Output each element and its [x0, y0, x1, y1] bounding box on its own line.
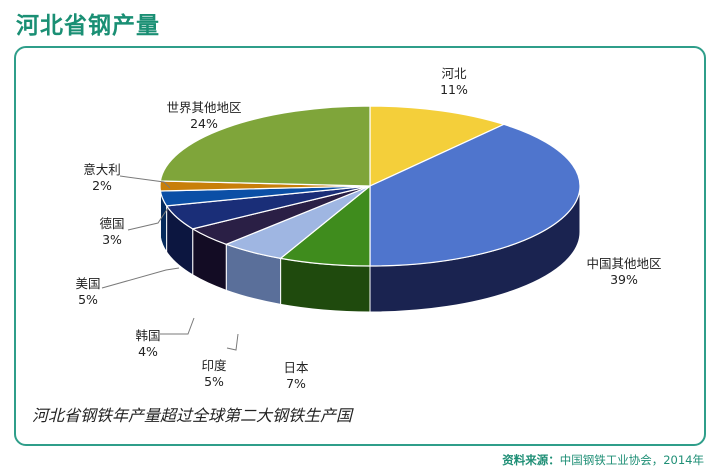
- source-label: 资料来源：: [502, 453, 560, 467]
- slice-5-leader-line: [160, 317, 195, 335]
- pie-tops: [159, 105, 581, 267]
- chart-caption: 河北省钢铁年产量超过全球第二大钢铁生产国: [32, 406, 353, 425]
- slice-2-name-label: 中国其他地区: [586, 256, 661, 271]
- slice-7-value-label: 3%: [102, 232, 122, 247]
- chart-frame: 河北 11% 中国其他地区 39% 日本 7% 印度 5% 韩国 4% 美国 5% 德国 3% 意大利 2% 世…: [14, 46, 706, 446]
- slice-4-value-label: 5%: [204, 374, 224, 389]
- slice-3-name-label: 日本: [283, 360, 309, 375]
- slice-2-top: [369, 123, 581, 267]
- pie-chart: 河北11%中国其他地区39%日本7%印度5%韩国4%美国5%德国3%意大利2%世…: [75, 66, 661, 391]
- slice-5-name-label: 韩国: [135, 328, 160, 343]
- slice-1-value-label: 11%: [440, 82, 468, 97]
- slice-4-name-label: 印度: [201, 358, 227, 373]
- slice-5-value-label: 4%: [138, 344, 158, 359]
- slice-8-leader-line: [119, 175, 171, 189]
- slice-7-leader-line: [127, 207, 169, 231]
- slice-9-value-label: 24%: [190, 116, 218, 131]
- slice-3-value-label: 7%: [286, 376, 306, 391]
- slice-8-name-label: 意大利: [83, 162, 121, 177]
- slice-6-name-label: 美国: [75, 276, 100, 291]
- slice-6-value-label: 5%: [78, 292, 98, 307]
- slice-7-name-label: 德国: [99, 216, 124, 231]
- slice-9-name-label: 世界其他地区: [166, 100, 241, 115]
- source-note: 资料来源：中国钢铁工业协会，2014年: [502, 452, 704, 468]
- slice-1-name-label: 河北: [441, 66, 467, 81]
- slice-9-top: [159, 105, 371, 187]
- page-title: 河北省钢产量: [16, 13, 160, 39]
- leader-lines: [101, 175, 239, 351]
- slice-8-value-label: 2%: [92, 178, 112, 193]
- slice-6-leader-line: [101, 267, 180, 289]
- slice-4-leader-line: [226, 333, 239, 351]
- pie-sides: [159, 185, 581, 313]
- slice-1-top: [369, 105, 506, 187]
- slice-2-value-label: 39%: [610, 272, 638, 287]
- source-text: 中国钢铁工业协会，2014年: [559, 453, 704, 467]
- slice-labels: 河北11%中国其他地区39%日本7%印度5%韩国4%美国5%德国3%意大利2%世…: [75, 66, 661, 391]
